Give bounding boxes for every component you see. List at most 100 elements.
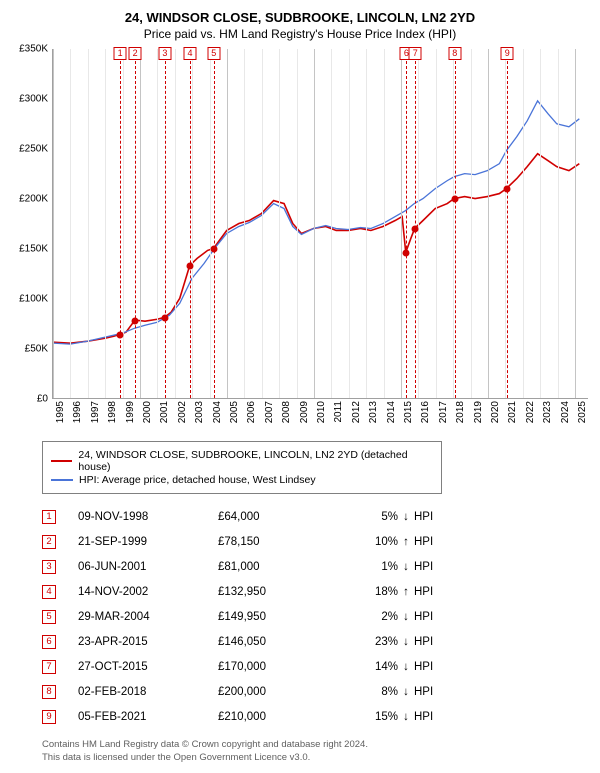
row-index: 4 [42,585,56,599]
gridline [53,49,54,398]
row-pct: 1% [328,561,398,573]
table-row: 802-FEB-2018£200,0008%↓HPI [42,679,592,704]
x-tick-label: 2023 [542,401,553,423]
y-tick-label: £200K [19,194,48,205]
y-tick-label: £0 [37,394,48,405]
page-subtitle: Price paid vs. HM Land Registry's House … [8,27,592,41]
x-tick-label: 1999 [125,401,136,423]
row-pct: 5% [328,511,398,523]
row-price: £132,950 [218,586,328,598]
gridline [105,49,106,398]
gridline [140,49,141,398]
row-index: 9 [42,710,56,724]
gridline [192,49,193,398]
gridline [227,49,228,398]
marker-box: 3 [158,47,171,60]
footnote: Contains HM Land Registry data © Crown c… [42,739,592,765]
x-tick-label: 1998 [107,401,118,423]
marker-line [214,61,215,398]
table-row: 623-APR-2015£146,05023%↓HPI [42,629,592,654]
table-row: 5 29-MAR-2004£149,9502%↓HPI [42,604,592,629]
row-price: £78,150 [218,536,328,548]
gridline [297,49,298,398]
row-price: £146,050 [218,636,328,648]
x-tick-label: 2016 [420,401,431,423]
x-tick-label: 2015 [403,401,414,423]
row-hpi-label: HPI [414,611,454,623]
sale-dot [451,196,458,203]
row-date: 29-MAR-2004 [78,611,218,623]
x-axis: 1995199619971998199920002001200220032004… [52,399,588,429]
gridline [331,49,332,398]
row-arrow-icon: ↓ [398,561,414,573]
sale-dot [412,226,419,233]
x-tick-label: 2019 [473,401,484,423]
table-row: 221-SEP-1999£78,15010%↑HPI [42,529,592,554]
row-pct: 10% [328,536,398,548]
x-tick-label: 2003 [194,401,205,423]
gridline [558,49,559,398]
legend-label: HPI: Average price, detached house, West… [79,474,316,486]
table-row: 727-OCT-2015£170,00014%↓HPI [42,654,592,679]
table-row: 306-JUN-2001£81,0001%↓HPI [42,554,592,579]
x-tick-label: 1996 [72,401,83,423]
x-tick-label: 2000 [142,401,153,423]
row-hpi-label: HPI [414,661,454,673]
gridline [157,49,158,398]
y-tick-label: £350K [19,44,48,55]
marker-box: 2 [129,47,142,60]
x-tick-label: 2002 [177,401,188,423]
x-tick-label: 2009 [299,401,310,423]
gridline [575,49,576,398]
legend-label: 24, WINDSOR CLOSE, SUDBROOKE, LINCOLN, L… [78,449,433,473]
row-date: 27-OCT-2015 [78,661,218,673]
y-tick-label: £250K [19,144,48,155]
row-price: £149,950 [218,611,328,623]
gridline [210,49,211,398]
row-index: 5 [42,610,56,624]
sale-dot [403,249,410,256]
x-tick-label: 2022 [525,401,536,423]
plot-area: 123456789 [52,49,588,399]
legend-swatch [51,460,72,462]
gridline [244,49,245,398]
gridline [123,49,124,398]
sale-dot [132,317,139,324]
x-tick-label: 2011 [333,401,344,423]
gridline [418,49,419,398]
table-row: 414-NOV-2002£132,95018%↑HPI [42,579,592,604]
sale-dot [186,263,193,270]
row-hpi-label: HPI [414,586,454,598]
page-title: 24, WINDSOR CLOSE, SUDBROOKE, LINCOLN, L… [8,10,592,25]
x-tick-label: 2001 [159,401,170,423]
x-tick-label: 1997 [90,401,101,423]
row-arrow-icon: ↓ [398,511,414,523]
x-tick-label: 2017 [438,401,449,423]
legend-row: 24, WINDSOR CLOSE, SUDBROOKE, LINCOLN, L… [51,449,433,473]
x-tick-label: 2006 [246,401,257,423]
footnote-line-2: This data is licensed under the Open Gov… [42,752,592,765]
row-pct: 23% [328,636,398,648]
row-price: £210,000 [218,711,328,723]
row-pct: 2% [328,611,398,623]
gridline [488,49,489,398]
row-arrow-icon: ↓ [398,611,414,623]
gridline [523,49,524,398]
row-price: £200,000 [218,686,328,698]
row-hpi-label: HPI [414,536,454,548]
x-tick-label: 2010 [316,401,327,423]
row-arrow-icon: ↑ [398,586,414,598]
x-tick-label: 1995 [55,401,66,423]
marker-line [135,61,136,398]
row-index: 6 [42,635,56,649]
row-date: 14-NOV-2002 [78,586,218,598]
gridline [88,49,89,398]
x-tick-label: 2014 [386,401,397,423]
row-hpi-label: HPI [414,686,454,698]
sales-table: 109-NOV-1998£64,0005%↓HPI221-SEP-1999£78… [42,504,592,729]
marker-box: 9 [501,47,514,60]
table-row: 109-NOV-1998£64,0005%↓HPI [42,504,592,529]
row-arrow-icon: ↓ [398,661,414,673]
marker-line [507,61,508,398]
row-date: 21-SEP-1999 [78,536,218,548]
